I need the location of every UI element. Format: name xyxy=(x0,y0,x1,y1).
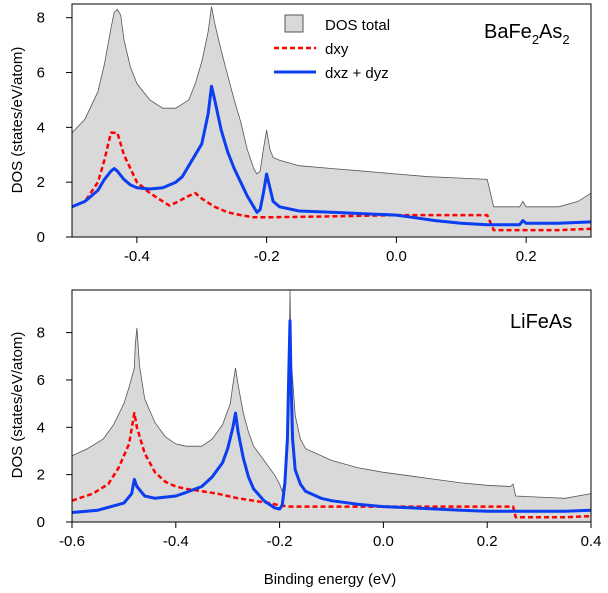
legend-item-dxz-dyz: dxz + dyz xyxy=(274,65,389,82)
y-axis-label: DOS (states/eV/atom) xyxy=(9,47,26,194)
panel-lifeas: -0.6 -0.4 -0.2 0.0 0.2 0.4 0 2 4 6 8 DOS (states/e… xyxy=(9,289,602,588)
plot-area-lifeas xyxy=(71,289,592,522)
legend-label-dos-total: DOS total xyxy=(325,17,390,34)
area-dos-total-bafe2as2 xyxy=(72,6,591,238)
line-dxy-lifeas xyxy=(71,411,592,519)
plot-area-bafe2as2 xyxy=(71,6,592,238)
x-axis-label: Binding energy (eV) xyxy=(264,571,397,588)
line-dxy-bafe2as2 xyxy=(71,131,592,232)
x-tick-label: 0.4 xyxy=(581,533,602,550)
y-tick-label: 2 xyxy=(37,174,45,191)
area-edge-dos-total-lifeas xyxy=(71,289,592,499)
area-dos-total-lifeas xyxy=(72,290,591,522)
plot-frame-bafe2as2 xyxy=(71,3,592,238)
y-tick-label: 8 xyxy=(37,325,45,342)
axes-bafe2as2: -0.4 -0.2 0.0 0.2 0 2 4 6 8 xyxy=(37,10,537,265)
legend-swatch-dos-total xyxy=(284,14,304,33)
x-tick-label: 0.2 xyxy=(477,533,498,550)
y-tick-label: 0 xyxy=(37,229,45,246)
y-tick-label: 6 xyxy=(37,65,45,82)
chart-title-lifeas: LiFeAs xyxy=(510,311,572,333)
x-tick-label: -0.4 xyxy=(163,533,189,550)
x-tick-label: -0.2 xyxy=(267,533,293,550)
y-tick-label: 4 xyxy=(37,119,45,136)
axes-lifeas: -0.6 -0.4 -0.2 0.0 0.2 0.4 0 2 4 6 8 xyxy=(37,325,602,550)
y-tick-label: 2 xyxy=(37,467,45,484)
y-axis-label: DOS (states/eV/atom) xyxy=(9,332,26,479)
chart-title-bafe2as2: BaFe2As2 xyxy=(484,21,570,47)
legend-label-dxz-dyz: dxz + dyz xyxy=(325,65,389,82)
legend: DOS total dxy dxz + dyz xyxy=(274,14,390,82)
x-tick-label: -0.2 xyxy=(254,248,280,265)
line-dxz-dyz-lifeas xyxy=(71,319,592,514)
y-tick-label: 8 xyxy=(37,10,45,27)
legend-item-dos-total: DOS total xyxy=(284,14,390,34)
y-tick-label: 0 xyxy=(37,514,45,531)
y-tick-label: 6 xyxy=(37,372,45,389)
legend-label-dxy: dxy xyxy=(325,41,349,58)
area-edge-dos-total-bafe2as2 xyxy=(71,6,592,208)
x-tick-label: 0.0 xyxy=(386,248,407,265)
x-tick-label: -0.4 xyxy=(124,248,150,265)
y-tick-label: 4 xyxy=(37,419,45,436)
x-tick-label: 0.2 xyxy=(516,248,537,265)
line-dxz-dyz-bafe2as2 xyxy=(71,84,592,227)
x-tick-label: 0.0 xyxy=(373,533,394,550)
plot-frame-lifeas xyxy=(71,289,592,523)
legend-item-dxy: dxy xyxy=(274,41,349,58)
x-tick-label: -0.6 xyxy=(59,533,85,550)
panel-bafe2as2: -0.4 -0.2 0.0 0.2 0 2 4 6 8 DOS (states/eV/atom)… xyxy=(9,3,592,265)
